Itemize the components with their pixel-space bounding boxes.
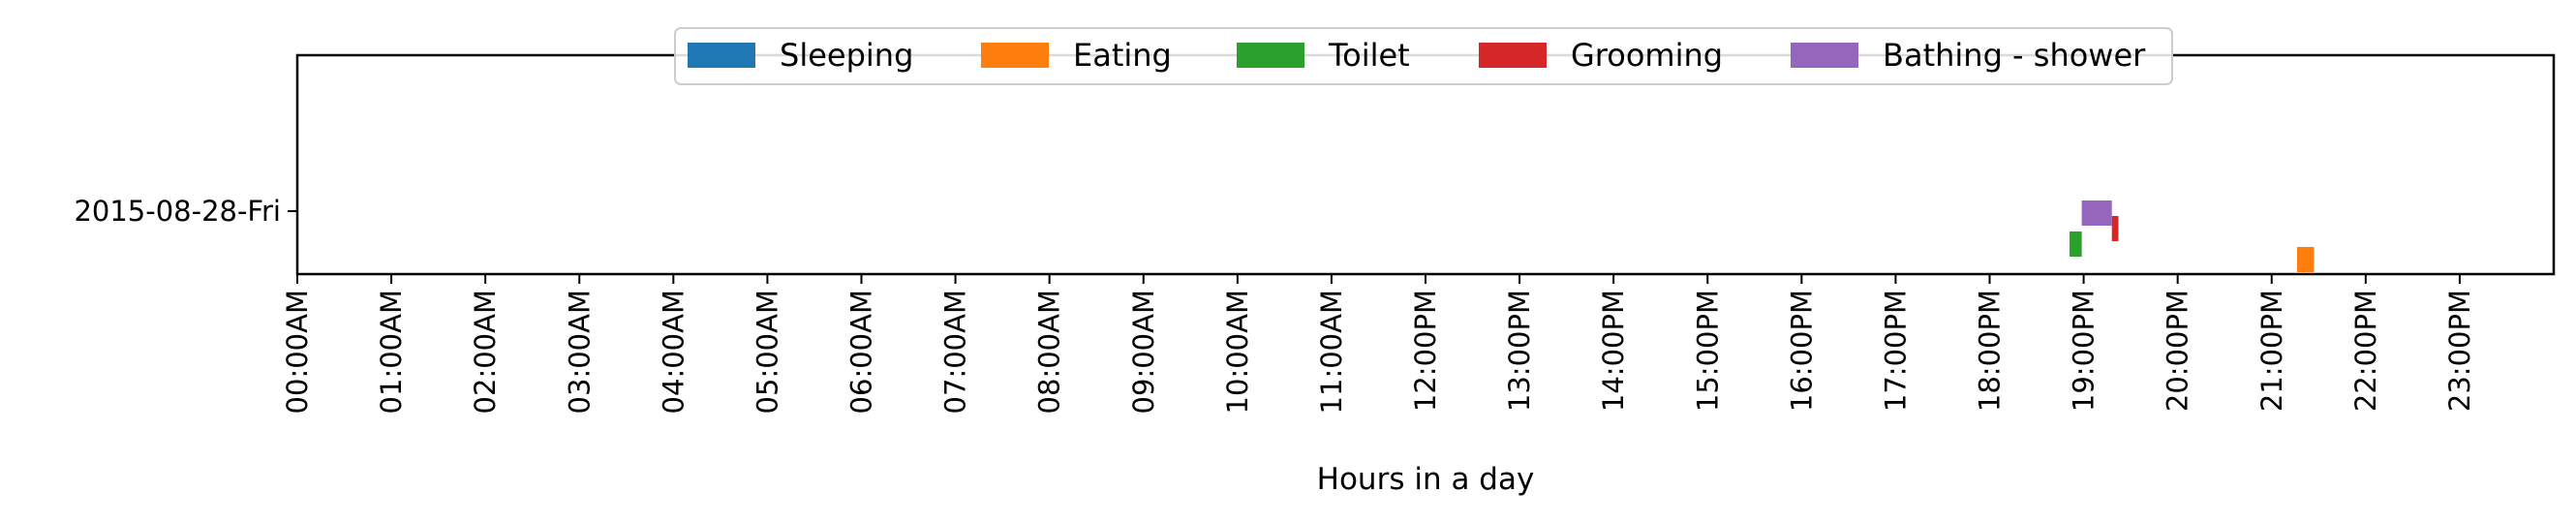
legend-label: Grooming (1571, 37, 1723, 74)
legend-label: Toilet (1328, 37, 1410, 74)
x-tick-label: 12:00PM (1409, 290, 1442, 412)
activity-bar-toilet (2070, 231, 2082, 257)
x-tick-label: 21:00PM (2255, 290, 2288, 412)
x-tick-label: 04:00AM (657, 290, 690, 414)
x-tick-label: 11:00AM (1315, 290, 1348, 414)
x-tick-label: 08:00AM (1033, 290, 1066, 414)
x-tick-label: 07:00AM (939, 290, 972, 414)
legend-swatch (1791, 43, 1858, 68)
x-tick-label: 18:00PM (1974, 290, 2007, 412)
x-tick-label: 17:00PM (1879, 290, 1912, 412)
x-tick-label: 02:00AM (469, 290, 502, 414)
x-tick-label: 05:00AM (751, 290, 783, 414)
legend-label: Sleeping (780, 37, 913, 74)
legend: Sleeping Eating Toilet Grooming Bathing - sh… (674, 27, 2173, 85)
x-tick-label: 10:00AM (1221, 290, 1254, 414)
x-tick-label: 13:00PM (1503, 290, 1536, 412)
x-tick-label: 14:00PM (1597, 290, 1630, 412)
x-tick-label: 19:00PM (2068, 290, 2101, 412)
legend-swatch (1479, 43, 1547, 68)
activity-bar-grooming (2111, 216, 2119, 241)
y-tick-label: 2015-08-28-Fri (74, 195, 281, 228)
bars-layer (2070, 200, 2315, 272)
y-axis: 2015-08-28-Fri (74, 195, 297, 228)
legend-swatch (981, 43, 1049, 68)
x-tick-label: 23:00PM (2443, 290, 2476, 412)
legend-swatch (688, 43, 755, 68)
x-tick-label: 22:00PM (2349, 290, 2382, 412)
x-tick-label: 00:00AM (281, 290, 314, 414)
legend-label: Bathing - shower (1883, 37, 2146, 74)
x-tick-label: 06:00AM (845, 290, 878, 414)
legend-label: Eating (1073, 37, 1172, 74)
x-tick-label: 16:00PM (1785, 290, 1818, 412)
activity-bar-eating (2296, 247, 2315, 272)
x-tick-label: 03:00AM (563, 290, 596, 414)
x-axis-title: Hours in a day (1317, 462, 1535, 497)
x-tick-label: 01:00AM (375, 290, 408, 414)
x-tick-label: 09:00AM (1127, 290, 1160, 414)
x-tick-label: 20:00PM (2162, 290, 2194, 412)
legend-frame (674, 27, 2173, 85)
x-tick-label: 15:00PM (1691, 290, 1724, 412)
activity-bar-bathing-shower (2081, 200, 2112, 226)
x-axis: 00:00AM 01:00AM 02:00AM 03:00AM 04:00AM 05:00… (281, 274, 2476, 414)
legend-swatch (1237, 43, 1304, 68)
